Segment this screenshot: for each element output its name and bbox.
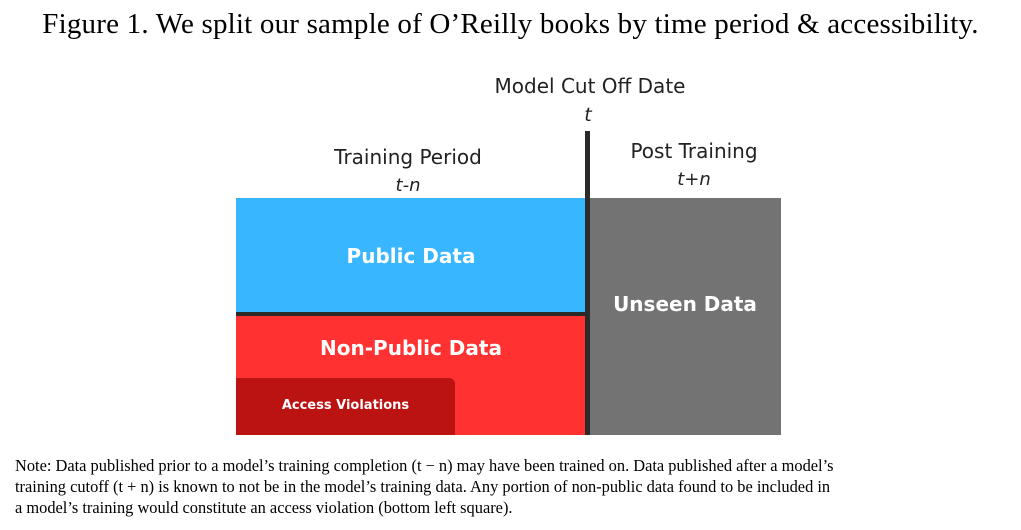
cutoff-symbol: t xyxy=(584,104,592,126)
public-data-block xyxy=(236,198,586,312)
access-violations-label: Access Violations xyxy=(281,398,410,413)
unseen-data-label: Unseen Data xyxy=(613,292,757,316)
note-line-3: a model’s training would constitute an a… xyxy=(15,498,513,517)
note-line-1: Note: Data published prior to a model’s … xyxy=(15,456,834,475)
figure-title: Figure 1. We split our sample of O’Reill… xyxy=(42,8,979,40)
training-period-symbol: t-n xyxy=(395,175,421,196)
public-data-label: Public Data xyxy=(346,244,476,268)
public-nonpublic-divider xyxy=(236,312,586,316)
note-line-2: training cutoff (t + n) is known to not … xyxy=(15,477,831,496)
access-violations-block xyxy=(236,378,455,435)
cutoff-line xyxy=(585,131,590,435)
post-training-symbol: t+n xyxy=(677,169,711,190)
figure-note: Note: Data published prior to a model’s … xyxy=(15,455,1010,518)
cutoff-date-label: Model Cut Off Date xyxy=(494,74,686,98)
unseen-data-block xyxy=(589,198,781,435)
training-period-label: Training Period xyxy=(334,145,482,169)
non-public-data-label: Non-Public Data xyxy=(320,336,502,360)
post-training-label: Post Training xyxy=(630,139,758,163)
